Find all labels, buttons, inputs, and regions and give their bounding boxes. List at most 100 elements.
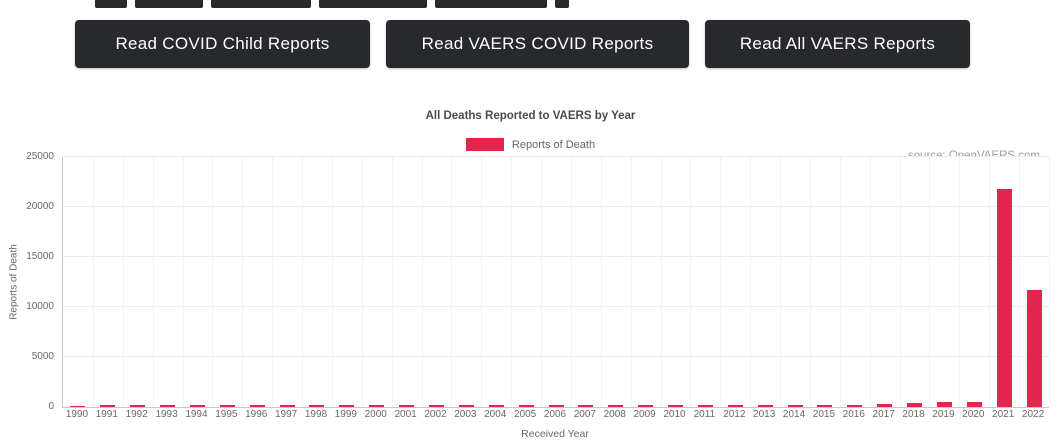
x-tick-label: 1992 [125,409,148,420]
vertical-gridline [122,157,124,407]
vertical-gridline [331,157,333,407]
bar-2002 [428,405,444,407]
cropped-button[interactable] [211,0,311,8]
vertical-gridline [391,157,393,407]
cropped-button[interactable] [435,0,547,8]
read-all-vaers-reports-button[interactable]: Read All VAERS Reports [705,20,970,68]
x-tick-label: 1993 [155,409,178,420]
vertical-gridline [959,157,961,407]
x-tick-label: 2014 [782,409,806,420]
x-tick-label: 2021 [992,409,1015,420]
chart-title: All Deaths Reported to VAERS by Year [425,110,636,122]
legend-swatch [465,138,504,151]
cropped-button[interactable] [319,0,427,8]
cropped-button[interactable] [135,0,203,8]
report-button-row: Read COVID Child Reports Read VAERS COVI… [75,20,970,68]
y-tick-label: 10000 [26,301,54,312]
bar-1994 [189,405,205,407]
bar-2001 [399,405,415,407]
x-tick-label: 2009 [633,409,656,420]
bar-2013 [757,405,773,407]
bar-1991 [100,405,116,407]
vertical-gridline [182,157,184,407]
vertical-gridline [750,157,752,407]
horizontal-gridline [63,256,1049,257]
vertical-gridline [212,157,214,407]
chart-legend[interactable]: Reports of Death [0,138,1061,151]
vertical-gridline [481,157,483,407]
x-tick-label: 2001 [394,409,417,420]
x-tick-label: 2000 [364,409,387,420]
vertical-gridline [660,157,662,407]
y-tick-label: 15000 [26,251,54,262]
vertical-gridline [451,157,453,407]
vertical-gridline [839,157,841,407]
read-vaers-covid-reports-button[interactable]: Read VAERS COVID Reports [386,20,689,68]
x-tick-label: 2007 [573,409,596,420]
x-tick-label: 2010 [663,409,686,420]
horizontal-gridline [63,206,1049,207]
vertical-gridline [152,157,154,407]
bar-1998 [309,405,325,407]
x-axis-ticks: 1990 1991 1992 1993 1994 1995 1996 1997 1998 1999… [62,409,1048,422]
x-tick-label: 2018 [902,409,925,420]
vertical-gridline [242,157,244,407]
x-tick-label: 1998 [304,409,328,420]
vertical-gridline [570,157,572,407]
bar-2016 [847,405,863,407]
bar-2018 [907,402,923,407]
bar-1992 [130,405,146,407]
cropped-button[interactable] [95,0,127,8]
bar-2015 [817,405,833,407]
legend-label: Reports of Death [511,138,596,151]
cropped-button[interactable] [555,0,569,8]
bar-2020 [966,402,982,407]
vertical-gridline [720,157,722,407]
bar-2021 [996,189,1012,407]
vertical-gridline [511,157,513,407]
y-axis-ticks: 0 5000 10000 15000 20000 25000 [0,151,54,412]
x-tick-label: 2013 [753,409,776,420]
x-tick-label: 2004 [484,409,507,420]
x-tick-label: 1999 [334,409,357,420]
x-tick-label: 2002 [424,409,447,420]
bar-2010 [668,405,683,407]
x-tick-label: 2019 [932,409,955,420]
x-tick-label: 1997 [274,409,298,420]
bar-2000 [369,405,385,407]
vertical-gridline [361,157,363,407]
bar-2003 [458,405,474,407]
vertical-gridline [421,157,423,407]
read-covid-child-reports-button[interactable]: Read COVID Child Reports [75,20,370,68]
bar-1999 [339,405,355,407]
vertical-gridline [899,157,901,407]
bar-2017 [877,404,893,407]
x-tick-label: 2006 [543,409,567,420]
bar-2014 [787,405,803,407]
bar-2012 [727,405,743,407]
bar-1995 [219,405,235,407]
bar-1993 [160,405,176,407]
x-tick-label: 1996 [245,409,268,420]
x-tick-label: 2012 [723,409,746,420]
bar-2008 [608,405,624,407]
vertical-gridline [690,157,692,407]
vertical-gridline [809,157,811,407]
x-tick-label: 1994 [185,409,208,420]
x-tick-label: 2005 [513,409,537,420]
y-tick-label: 5000 [31,351,54,362]
x-tick-label: 2011 [693,409,716,420]
cropped-button-row [0,0,1061,8]
bar-2019 [936,401,952,407]
vertical-gridline [1019,157,1021,407]
x-tick-label: 1990 [65,409,89,420]
x-tick-label: 1991 [95,409,118,420]
bar-2011 [697,405,713,407]
x-axis-title: Received Year [521,428,589,440]
vertical-gridline [1049,157,1050,407]
bar-2009 [638,405,654,407]
bar-2004 [488,405,504,407]
vertical-gridline [780,157,782,407]
x-tick-label: 2003 [454,409,477,420]
y-tick-label: 0 [48,401,54,412]
